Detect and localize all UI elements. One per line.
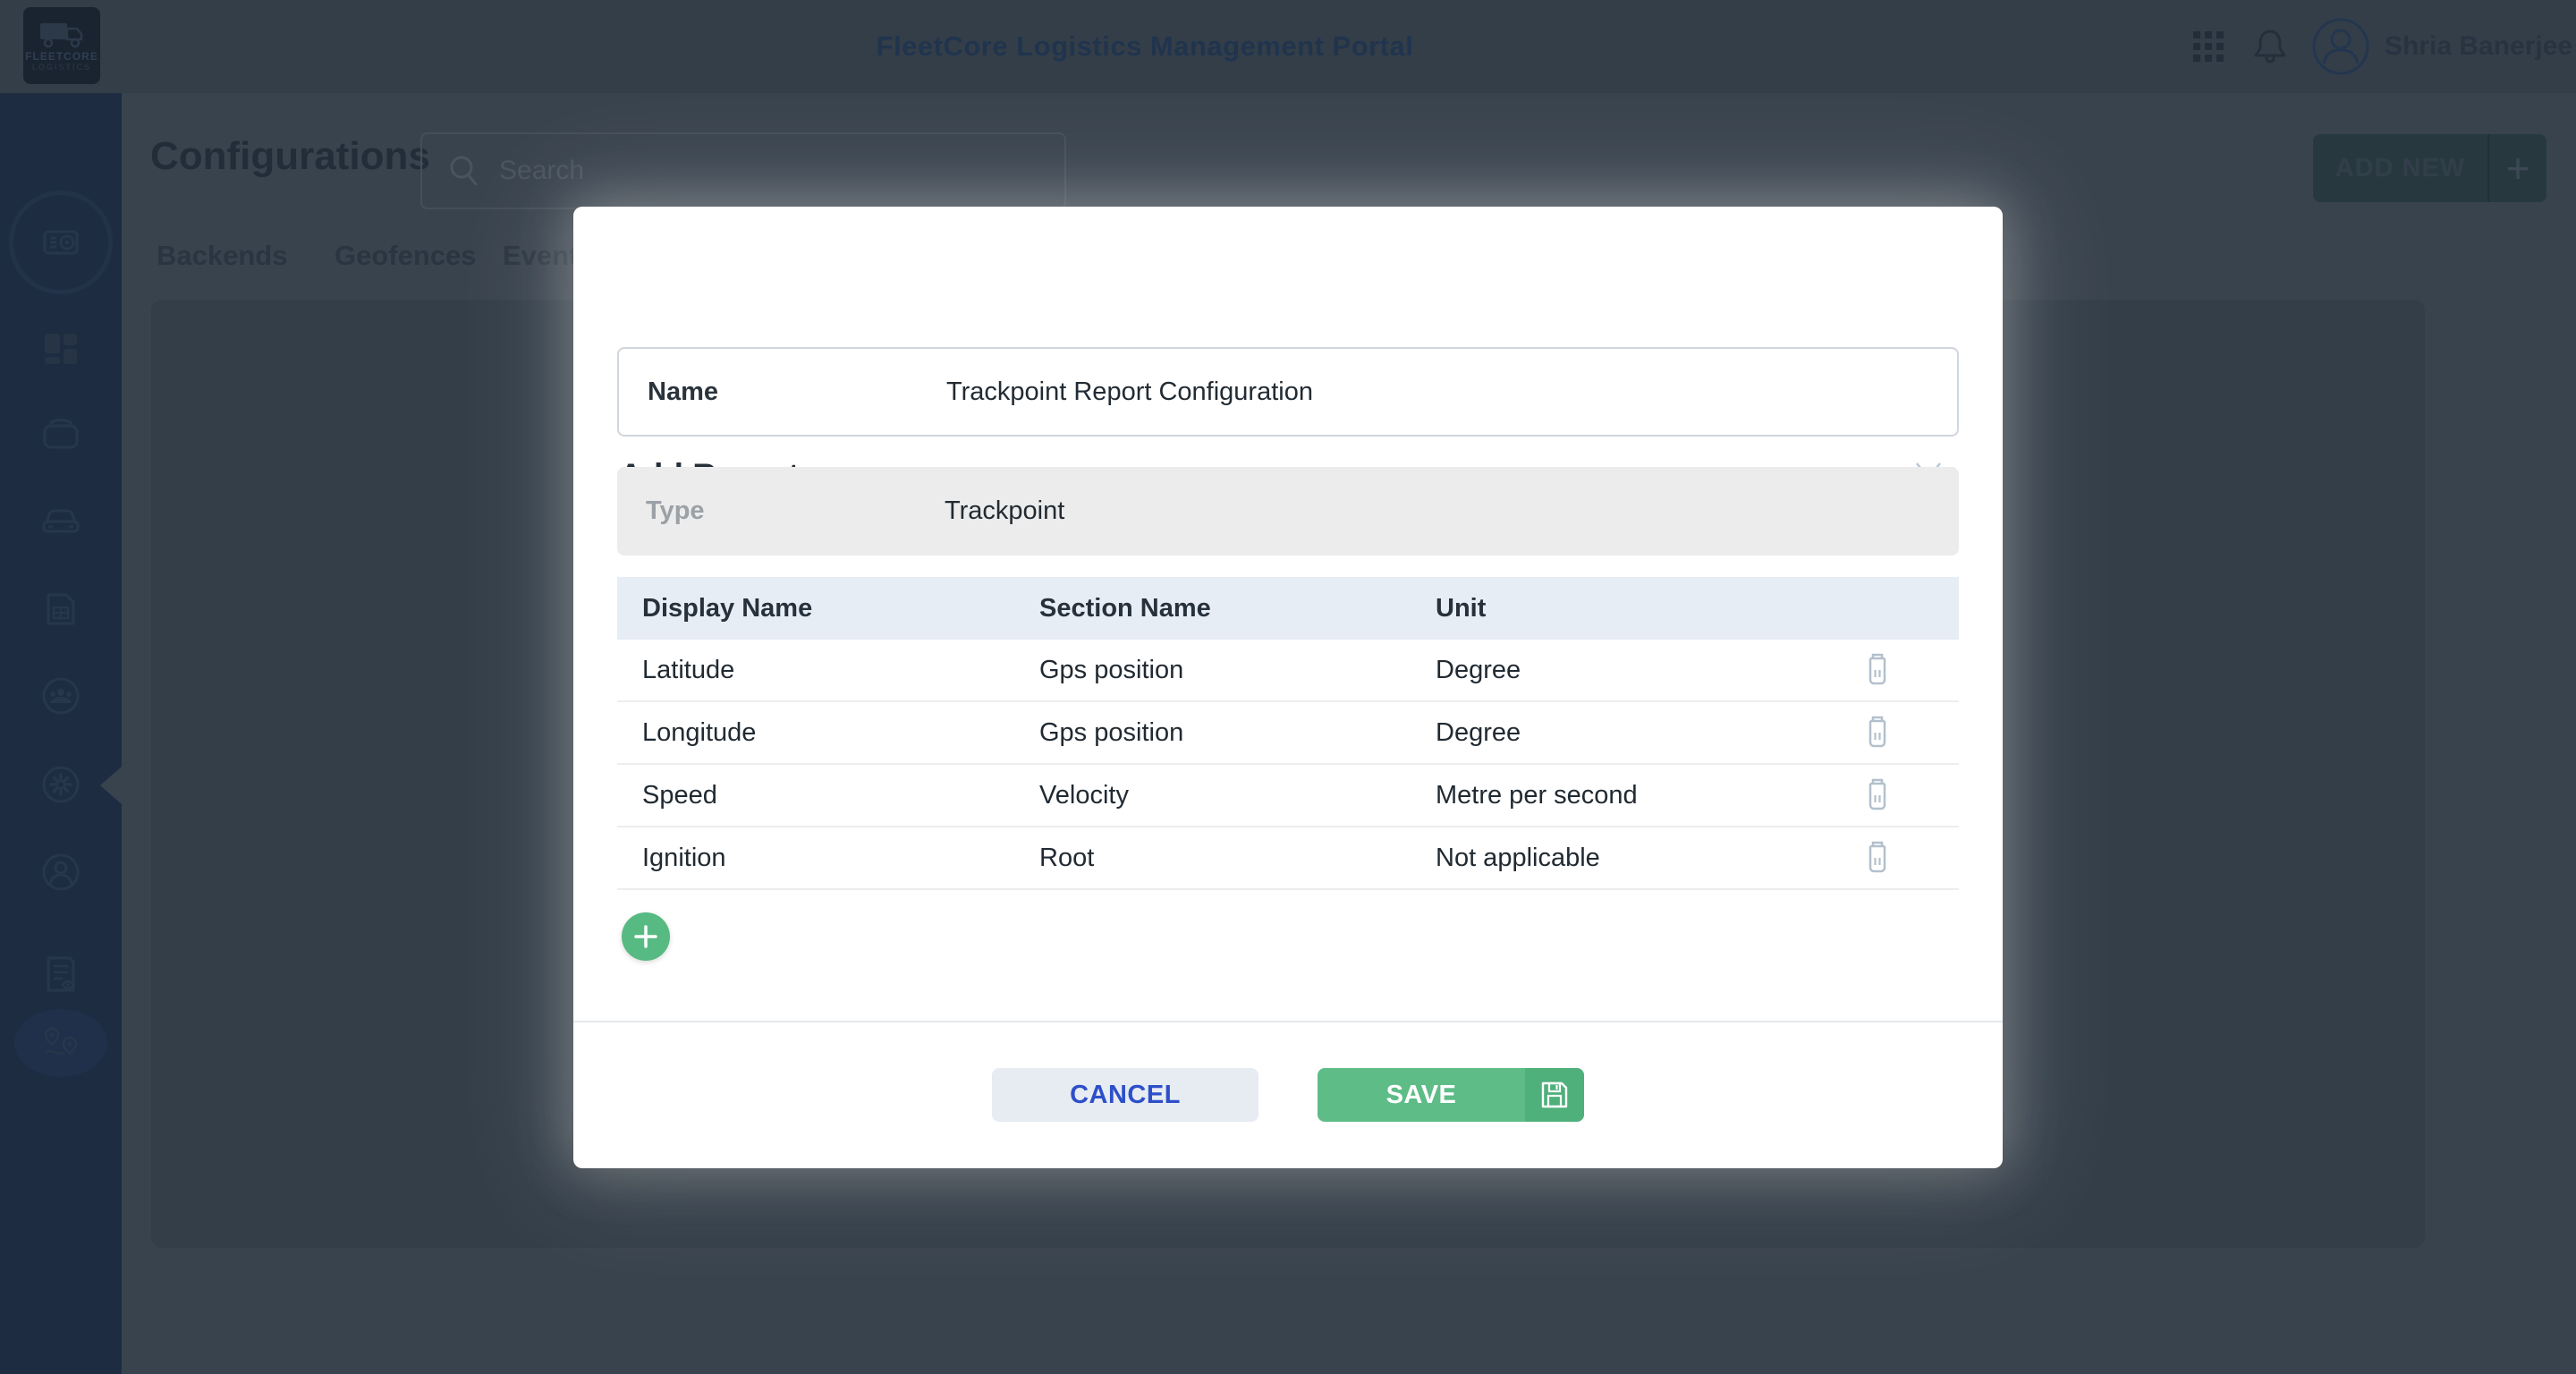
trash-icon <box>1868 653 1885 684</box>
name-field-value[interactable]: Trackpoint Report Configuration <box>946 377 1313 406</box>
save-button[interactable]: SAVE <box>1318 1068 1584 1122</box>
user-avatar[interactable] <box>2311 17 2370 76</box>
col-header-unit: Unit <box>1436 593 1487 623</box>
table-row: Speed Velocity Metre per second <box>617 765 1959 827</box>
table-row: Longitude Gps position Degree <box>617 702 1959 765</box>
cell-display-name: Latitude <box>642 655 735 684</box>
active-hover-ring <box>9 191 113 294</box>
search-icon <box>450 156 478 186</box>
type-field-value: Trackpoint <box>945 496 1065 525</box>
sidebar-item-backends-icon[interactable] <box>39 413 82 456</box>
trash-icon <box>1868 716 1885 747</box>
delete-row-button[interactable] <box>1859 774 1896 818</box>
table-row: Latitude Gps position Degree <box>617 640 1959 702</box>
sidebar-item-drivers-icon[interactable] <box>39 674 82 717</box>
app-title: FleetCore Logistics Management Portal <box>876 30 1414 62</box>
cell-unit: Metre per second <box>1436 780 1638 810</box>
trash-icon <box>1868 778 1885 810</box>
cell-display-name: Longitude <box>642 717 757 747</box>
type-field-disabled: Type Trackpoint <box>617 467 1959 556</box>
cell-unit: Degree <box>1436 717 1521 747</box>
trash-icon <box>1868 841 1885 872</box>
truck-logo-icon <box>40 23 83 48</box>
cell-unit: Not applicable <box>1436 843 1600 872</box>
sidebar-nav: © <box>0 93 122 1374</box>
save-icon-section <box>1525 1068 1584 1122</box>
cell-display-name: Ignition <box>642 843 726 872</box>
sidebar-item-dashboard-icon[interactable] <box>39 327 82 369</box>
sidebar-item-configurations-icon[interactable] <box>39 763 82 806</box>
cell-section-name: Velocity <box>1039 780 1129 810</box>
cell-section-name: Gps position <box>1039 655 1184 684</box>
add-new-button[interactable]: ADD NEW + <box>2313 134 2546 202</box>
cell-section-name: Root <box>1039 843 1095 872</box>
sidebar-item-trips-icon[interactable] <box>39 1022 82 1064</box>
save-button-label: SAVE <box>1385 1080 1457 1109</box>
floppy-save-icon <box>1541 1081 1568 1108</box>
sidebar-item-account-icon[interactable] <box>39 851 82 894</box>
name-field-label: Name <box>648 377 718 406</box>
sidebar-item-device-settings-icon[interactable] <box>39 221 82 264</box>
table-row: Ignition Root Not applicable <box>617 827 1959 890</box>
active-item-arrow <box>100 767 122 804</box>
name-field[interactable]: Name Trackpoint Report Configuration <box>617 347 1959 437</box>
logo-text-line1: FLEETCORE <box>25 50 98 63</box>
delete-row-button[interactable] <box>1859 711 1896 755</box>
col-header-section-name: Section Name <box>1039 593 1211 623</box>
type-field-label: Type <box>646 496 705 525</box>
tab-backends[interactable]: Backends <box>157 240 288 271</box>
search-box[interactable] <box>420 132 1066 209</box>
plus-icon <box>634 925 657 948</box>
delete-row-button[interactable] <box>1859 649 1896 692</box>
cell-unit: Degree <box>1436 655 1521 684</box>
page-title: Configurations <box>150 134 430 178</box>
add-report-dialog: Add Report Name Trackpoint Report Config… <box>573 207 2003 1168</box>
add-new-plus-icon: + <box>2487 134 2546 202</box>
report-columns-table: Display Name Section Name Unit Latitude … <box>617 577 1959 890</box>
logo-text-line2: LOGISTICS <box>31 63 91 72</box>
tab-geofences[interactable]: Geofences <box>335 240 477 271</box>
table-header-row: Display Name Section Name Unit <box>617 577 1959 640</box>
cell-section-name: Gps position <box>1039 717 1184 747</box>
col-header-display-name: Display Name <box>642 593 813 623</box>
add-column-button[interactable] <box>622 912 670 961</box>
apps-grid-icon[interactable] <box>2193 31 2224 62</box>
sidebar-item-vehicles-icon[interactable] <box>39 500 82 543</box>
footer-divider <box>573 1021 2003 1022</box>
sidebar-item-reports-icon[interactable] <box>39 953 82 996</box>
search-input[interactable] <box>499 156 1064 186</box>
delete-row-button[interactable] <box>1859 836 1896 880</box>
add-new-label: ADD NEW <box>2334 153 2466 182</box>
trips-hover-oval <box>14 1009 107 1077</box>
top-header: FleetCore Logistics Management Portal Sh… <box>0 0 2576 93</box>
cancel-button[interactable]: CANCEL <box>992 1068 1258 1122</box>
app-logo[interactable]: FLEETCORE LOGISTICS <box>23 7 100 84</box>
notifications-bell-icon[interactable] <box>2250 27 2290 66</box>
cell-display-name: Speed <box>642 780 717 810</box>
user-name[interactable]: Shria Banerjee <box>2385 31 2573 61</box>
sidebar-item-sims-icon[interactable] <box>39 588 82 631</box>
